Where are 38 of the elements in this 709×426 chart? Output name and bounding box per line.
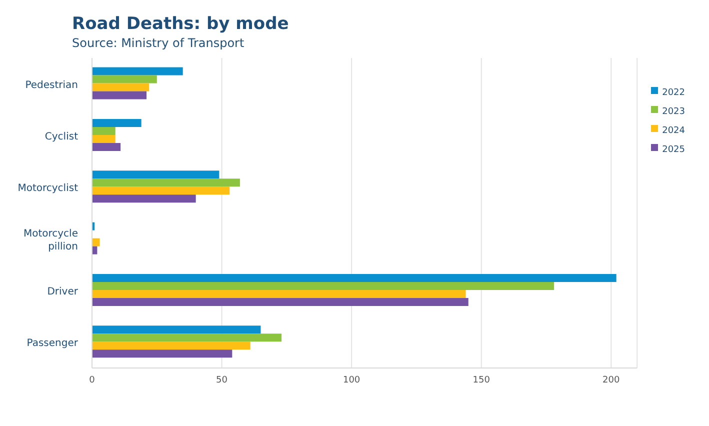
x-tick-label: 200 — [602, 375, 620, 386]
bar — [92, 134, 116, 143]
legend-label: 2025 — [662, 145, 685, 155]
y-tick-label: Driver — [47, 286, 79, 298]
bar — [92, 238, 100, 246]
bar — [92, 290, 466, 298]
x-tick-label: 100 — [342, 375, 360, 386]
bar — [92, 83, 150, 92]
bar — [92, 274, 616, 282]
bar — [92, 178, 240, 187]
legend-label: 2024 — [662, 126, 685, 136]
y-tick-label: Motorcyclist — [18, 183, 78, 194]
y-tick-label: Cyclist — [44, 132, 78, 142]
bar — [92, 91, 147, 100]
bar — [92, 170, 220, 179]
bar — [92, 186, 230, 195]
legend-label: 2022 — [662, 88, 685, 98]
bar — [92, 194, 196, 203]
bar — [92, 282, 554, 290]
bar — [92, 326, 261, 334]
legend-label: 2023 — [662, 107, 685, 117]
chart-subtitle: Source: Ministry of Transport — [72, 36, 246, 50]
x-tick-label: 0 — [89, 375, 96, 386]
bar — [92, 142, 121, 151]
x-tick-label: 150 — [472, 375, 490, 386]
y-tick-label: Passenger — [26, 338, 79, 350]
bar — [92, 126, 116, 135]
bar — [92, 350, 232, 358]
bar — [92, 334, 282, 342]
bar — [92, 67, 183, 76]
x-tick-label: 50 — [216, 375, 228, 386]
y-tick-label: Motorcycle pillion — [23, 228, 78, 252]
bar — [92, 298, 468, 306]
bar — [92, 75, 157, 84]
y-tick-label: Pedestrian — [25, 80, 78, 91]
bar — [92, 118, 142, 127]
chart-title: Road Deaths: by mode — [72, 14, 290, 34]
bar — [92, 342, 250, 350]
